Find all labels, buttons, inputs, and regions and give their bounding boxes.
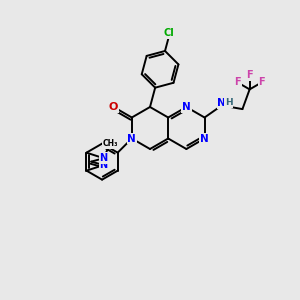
Text: F: F (234, 77, 241, 87)
Text: F: F (246, 70, 253, 80)
Text: N: N (100, 160, 108, 170)
Text: N: N (128, 134, 136, 143)
Text: F: F (258, 77, 265, 87)
Text: O: O (109, 102, 118, 112)
Text: N: N (200, 134, 209, 143)
Text: N: N (218, 98, 226, 109)
Text: H: H (225, 98, 232, 107)
Text: Cl: Cl (163, 28, 174, 38)
Text: CH₃: CH₃ (102, 139, 118, 148)
Text: N: N (182, 102, 191, 112)
Text: N: N (100, 153, 108, 163)
